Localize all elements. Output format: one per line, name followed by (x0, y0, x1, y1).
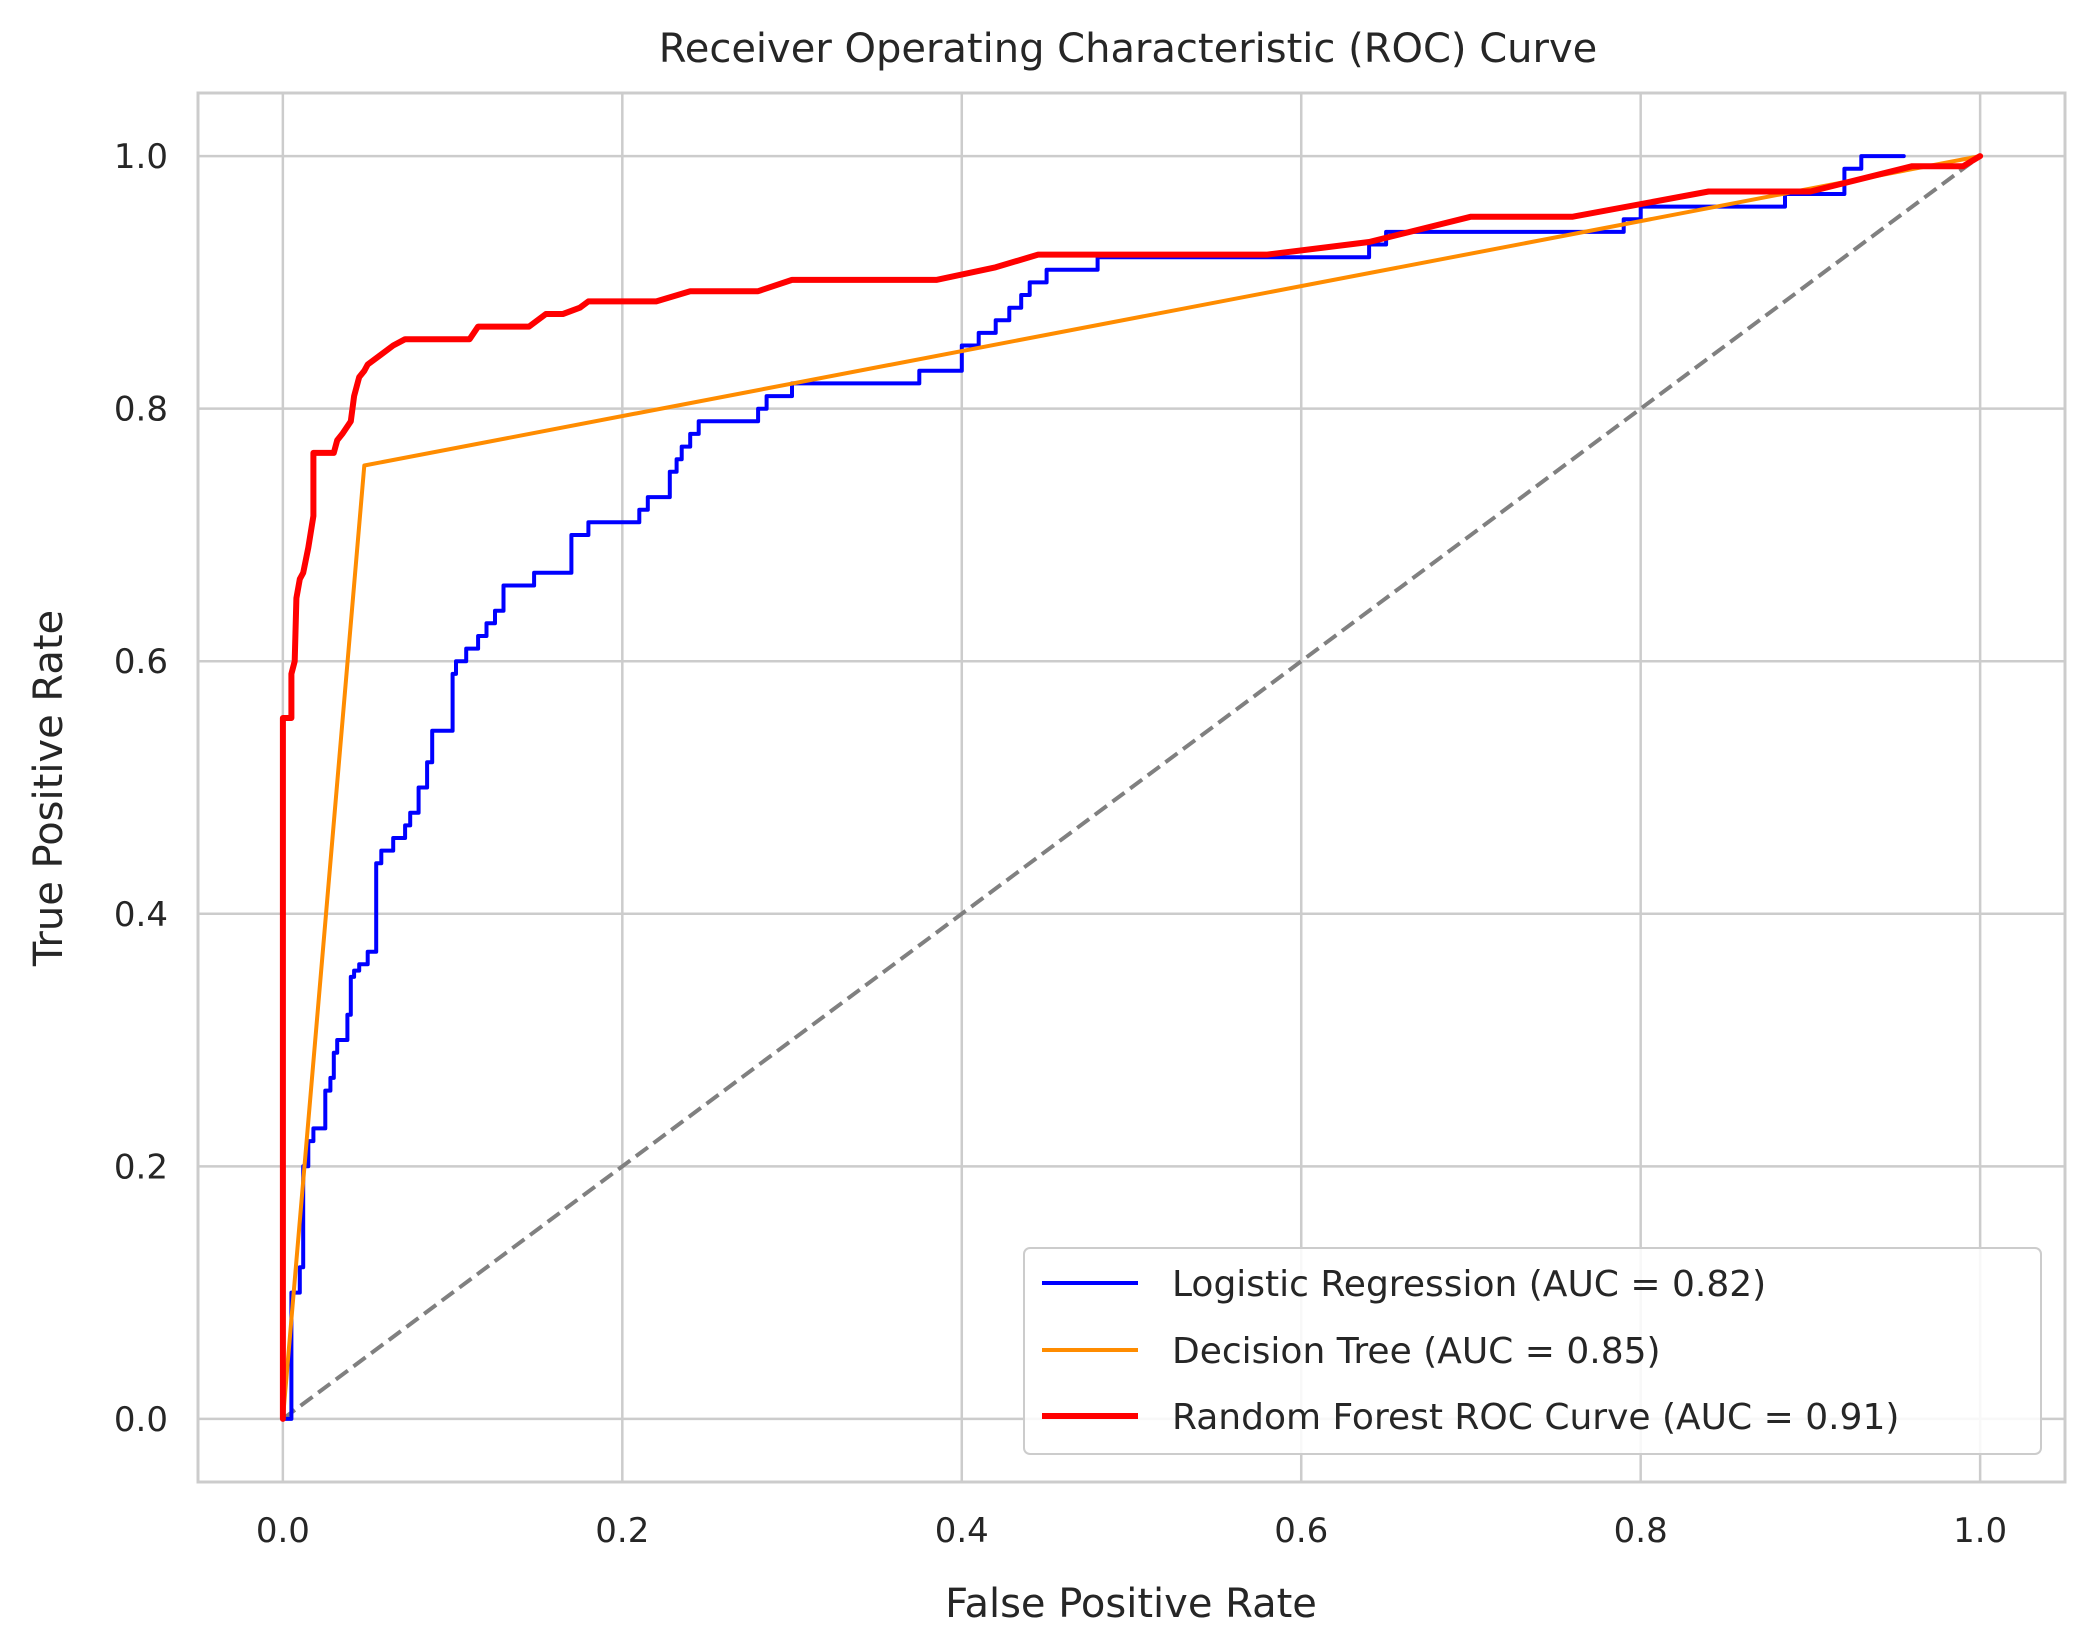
series-decision-tree (280, 154, 1983, 1421)
x-tick-label: 0.8 (1614, 1511, 1668, 1551)
series-logistic-regression (280, 154, 1906, 1421)
x-tick-label: 0.2 (595, 1511, 649, 1551)
x-tick-label: 0.4 (935, 1511, 989, 1551)
x-tick-label: 1.0 (1953, 1511, 2007, 1551)
y-axis-title: True Positive Rate (26, 610, 72, 967)
grid (198, 93, 2065, 1482)
series-random-forest (279, 153, 1984, 1422)
legend: Logistic Regression (AUC = 0.82) Decisio… (1023, 1247, 2042, 1455)
x-axis-title: False Positive Rate (945, 1581, 1317, 1627)
y-tick-label: 0.0 (114, 1400, 168, 1440)
y-tick-label: 0.8 (114, 390, 168, 430)
legend-label-decision-tree: Decision Tree (AUC = 0.85) (1172, 1331, 1661, 1372)
y-tick-label: 0.6 (114, 642, 168, 682)
plot-series (279, 153, 1984, 1422)
legend-frame (1023, 1247, 2042, 1455)
y-tick-label: 0.2 (114, 1147, 168, 1187)
y-tick-label: 0.4 (114, 895, 168, 935)
chance-diagonal (281, 154, 1982, 1421)
tick-labels: 0.0 0.2 0.4 0.6 0.8 1.0 0.0 0.2 0.4 0.6 0.8 1.0 (114, 137, 2007, 1551)
x-tick-label: 0.6 (1274, 1511, 1328, 1551)
chart-title: Receiver Operating Characteristic (ROC) … (659, 26, 1598, 72)
x-tick-label: 0.0 (256, 1511, 310, 1551)
legend-label-logistic-regression: Logistic Regression (AUC = 0.82) (1172, 1264, 1766, 1305)
legend-label-random-forest: Random Forest ROC Curve (AUC = 0.91) (1172, 1397, 1899, 1438)
y-tick-label: 1.0 (114, 137, 168, 177)
plot-frame (196, 91, 2067, 1484)
